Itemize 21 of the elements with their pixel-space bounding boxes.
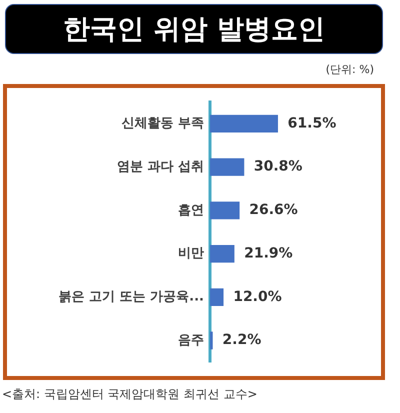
bar bbox=[210, 158, 244, 176]
data-label: 2.2% bbox=[222, 332, 262, 348]
y-tick-label: 신체활동 부족 bbox=[121, 116, 204, 132]
bar bbox=[210, 288, 224, 306]
y-tick-label: 비만 bbox=[178, 246, 204, 262]
bar bbox=[210, 202, 240, 220]
data-label: 26.6% bbox=[249, 202, 298, 218]
bar bbox=[210, 332, 213, 350]
bar bbox=[210, 114, 278, 133]
y-tick-label: 염분 과다 섭취 bbox=[116, 159, 204, 174]
data-label: 21.9% bbox=[244, 245, 293, 262]
text: (단위: %) bbox=[326, 62, 374, 77]
y-tick-label: 음주 bbox=[178, 332, 204, 348]
data-label: 61.5% bbox=[288, 115, 336, 132]
data-label: 12.0% bbox=[233, 288, 282, 305]
bar bbox=[210, 244, 234, 263]
y-tick-label: 붉은 고기 또는 가공육... bbox=[58, 290, 204, 305]
text: <출처: 국립암센터 국제암대학원 최귀선 교수> bbox=[2, 386, 258, 403]
chart-title: 한국인 위암 발병요인 bbox=[5, 4, 383, 54]
data-label: 30.8% bbox=[254, 158, 302, 175]
y-tick-label: 흡연 bbox=[178, 202, 204, 218]
